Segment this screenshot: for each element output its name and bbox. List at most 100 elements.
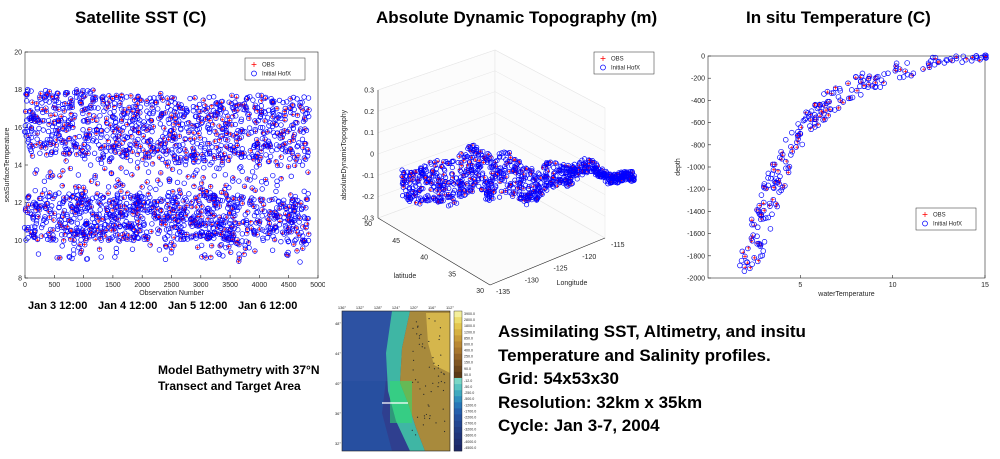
hofx-marker [107, 110, 113, 116]
station-dot [418, 337, 421, 339]
hofx-marker [751, 221, 757, 228]
hofx-marker [754, 241, 760, 247]
hofx-marker [68, 219, 75, 225]
hofx-marker [145, 191, 151, 197]
hofx-marker [226, 244, 232, 250]
obs-marker [97, 246, 102, 251]
hofx-marker [248, 220, 254, 226]
hofx-marker [233, 93, 240, 100]
hofx-marker [881, 80, 887, 86]
date-label: Jan 6 12:00 [238, 300, 298, 312]
hofx-marker [103, 214, 110, 220]
hofx-marker [897, 74, 903, 81]
z-tick-label: 0.2 [364, 109, 374, 116]
hofx-marker [286, 213, 292, 219]
hofx-marker [169, 95, 175, 101]
hofx-marker [230, 175, 236, 181]
hofx-marker [229, 92, 235, 98]
hofx-marker [510, 185, 516, 191]
lat-label: 48° [335, 321, 341, 326]
station-dot [418, 343, 420, 345]
hofx-marker [43, 108, 50, 115]
hofx-marker [191, 183, 197, 189]
obs-marker [862, 83, 866, 88]
hofx-marker [211, 212, 217, 218]
hofx-marker [209, 103, 215, 110]
hofx-marker [788, 143, 794, 150]
station-dot [412, 327, 414, 329]
hofx-marker [303, 205, 309, 211]
hofx-marker [417, 201, 423, 207]
hofx-marker [76, 225, 82, 231]
x-tick-label: 3000 [193, 282, 209, 289]
hofx-marker [204, 105, 210, 111]
hofx-marker [158, 221, 165, 227]
hofx-marker [92, 175, 98, 181]
hofx-marker [112, 100, 118, 107]
date-label: Jan 4 12:00 [98, 300, 158, 312]
hofx-marker [144, 179, 150, 185]
hofx-marker [262, 136, 268, 142]
hofx-marker [450, 196, 456, 202]
hofx-marker [147, 185, 153, 191]
y-tick-label: 8 [18, 276, 22, 283]
hofx-marker [227, 143, 234, 149]
hofx-marker [98, 134, 104, 140]
hofx-marker [281, 197, 287, 203]
hofx-marker [97, 113, 103, 119]
hofx-marker [33, 167, 40, 173]
hofx-marker [43, 140, 49, 146]
hofx-marker [25, 225, 31, 231]
hofx-marker [435, 182, 441, 189]
station-dot [411, 429, 413, 431]
obs-marker [289, 96, 293, 101]
hofx-marker [404, 169, 410, 175]
hofx-marker [267, 228, 273, 234]
obs-marker [218, 244, 222, 248]
hofx-marker [242, 212, 248, 218]
hofx-series [737, 52, 989, 274]
hofx-marker [134, 113, 141, 119]
hofx-marker [273, 224, 279, 231]
hofx-marker [130, 204, 136, 210]
hofx-marker [263, 180, 270, 186]
hofx-marker [872, 84, 878, 91]
hofx-marker [149, 128, 155, 135]
hofx-marker [132, 193, 138, 200]
y-tick-label: -2000 [687, 276, 705, 283]
hofx-marker [174, 179, 181, 186]
hofx-marker [40, 109, 46, 116]
hofx-marker [33, 220, 39, 227]
hofx-marker [281, 231, 287, 237]
hofx-marker [252, 118, 258, 124]
hofx-marker [557, 180, 563, 186]
hofx-marker [789, 148, 795, 155]
hofx-marker [830, 90, 837, 96]
hofx-marker [122, 213, 128, 219]
hofx-marker [803, 109, 809, 115]
hofx-marker [61, 195, 67, 201]
hofx-marker [415, 178, 421, 184]
obs-marker [67, 166, 72, 171]
hofx-marker [277, 113, 284, 119]
obs-marker [191, 174, 196, 179]
obs-marker [893, 64, 898, 68]
hofx-marker [242, 242, 248, 249]
hofx-marker [97, 201, 104, 207]
lat-tick-label: 40 [420, 255, 428, 262]
z-tick-label: 0.3 [364, 88, 374, 95]
hofx-marker [514, 161, 520, 167]
hofx-marker [138, 194, 144, 200]
hofx-marker [279, 128, 285, 135]
hofx-marker [450, 191, 456, 197]
hofx-marker [196, 117, 202, 123]
hofx-marker [249, 169, 256, 175]
hofx-marker [102, 143, 108, 149]
hofx-marker [462, 172, 468, 178]
hofx-marker [96, 123, 102, 129]
hofx-marker [244, 226, 251, 233]
lon-tick-label: -120 [582, 254, 596, 261]
hofx-marker [983, 54, 989, 61]
hofx-marker [92, 97, 99, 103]
hofx-marker [140, 133, 146, 139]
